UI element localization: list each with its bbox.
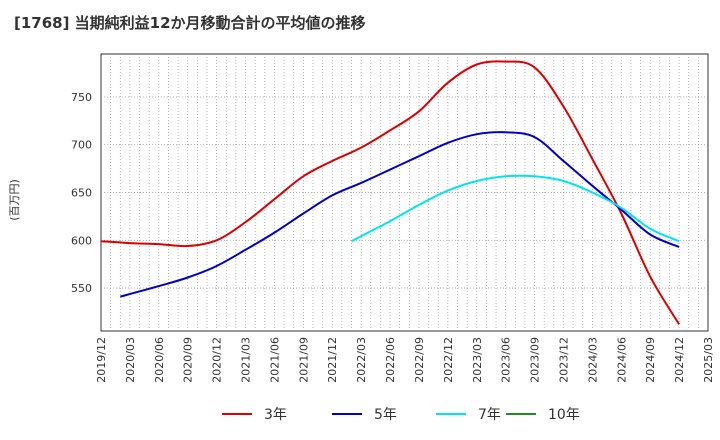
legend-label-3: 10年 <box>548 407 580 423</box>
y-tick-label: 700 <box>71 139 92 152</box>
x-tick-label: 2021/09 <box>297 337 310 383</box>
y-tick-label: 650 <box>71 187 92 200</box>
x-tick-label: 2022/03 <box>355 337 368 383</box>
x-tick-label: 2023/03 <box>471 337 484 383</box>
chart-title: [1768] 当期純利益12か月移動合計の平均値の推移 <box>14 14 366 32</box>
series-line-0 <box>100 60 680 325</box>
x-tick-label: 2025/03 <box>702 337 715 383</box>
y-axis-label: (百万円) <box>8 179 21 221</box>
x-tick-label: 2019/12 <box>95 337 108 383</box>
x-tick-label: 2020/03 <box>124 337 137 383</box>
x-tick-label: 2022/09 <box>413 337 426 383</box>
x-tick-label: 2024/06 <box>615 337 628 383</box>
series-line-1 <box>120 131 680 298</box>
x-tick-label: 2024/03 <box>586 337 599 383</box>
x-tick-label: 2023/06 <box>500 337 513 383</box>
x-tick-label: 2021/12 <box>326 337 339 383</box>
x-tick-label: 2022/06 <box>384 337 397 383</box>
legend-label-0: 3年 <box>264 407 287 423</box>
y-tick-label: 750 <box>71 91 92 104</box>
y-tick-label: 550 <box>71 282 92 295</box>
x-tick-label: 2020/06 <box>153 337 166 383</box>
legend-label-2: 7年 <box>478 407 501 423</box>
x-tick-label: 2021/03 <box>240 337 253 383</box>
series-line-2 <box>351 174 680 243</box>
x-tick-label: 2023/09 <box>529 337 542 383</box>
x-tick-label: 2024/12 <box>673 337 686 383</box>
x-tick-label: 2022/12 <box>442 337 455 383</box>
x-tick-label: 2021/06 <box>268 337 281 383</box>
x-tick-label: 2024/09 <box>644 337 657 383</box>
x-tick-label: 2020/12 <box>211 337 224 383</box>
legend-label-1: 5年 <box>374 407 397 423</box>
y-tick-label: 600 <box>71 234 92 247</box>
x-tick-label: 2023/12 <box>557 337 570 383</box>
x-tick-label: 2020/09 <box>182 337 195 383</box>
